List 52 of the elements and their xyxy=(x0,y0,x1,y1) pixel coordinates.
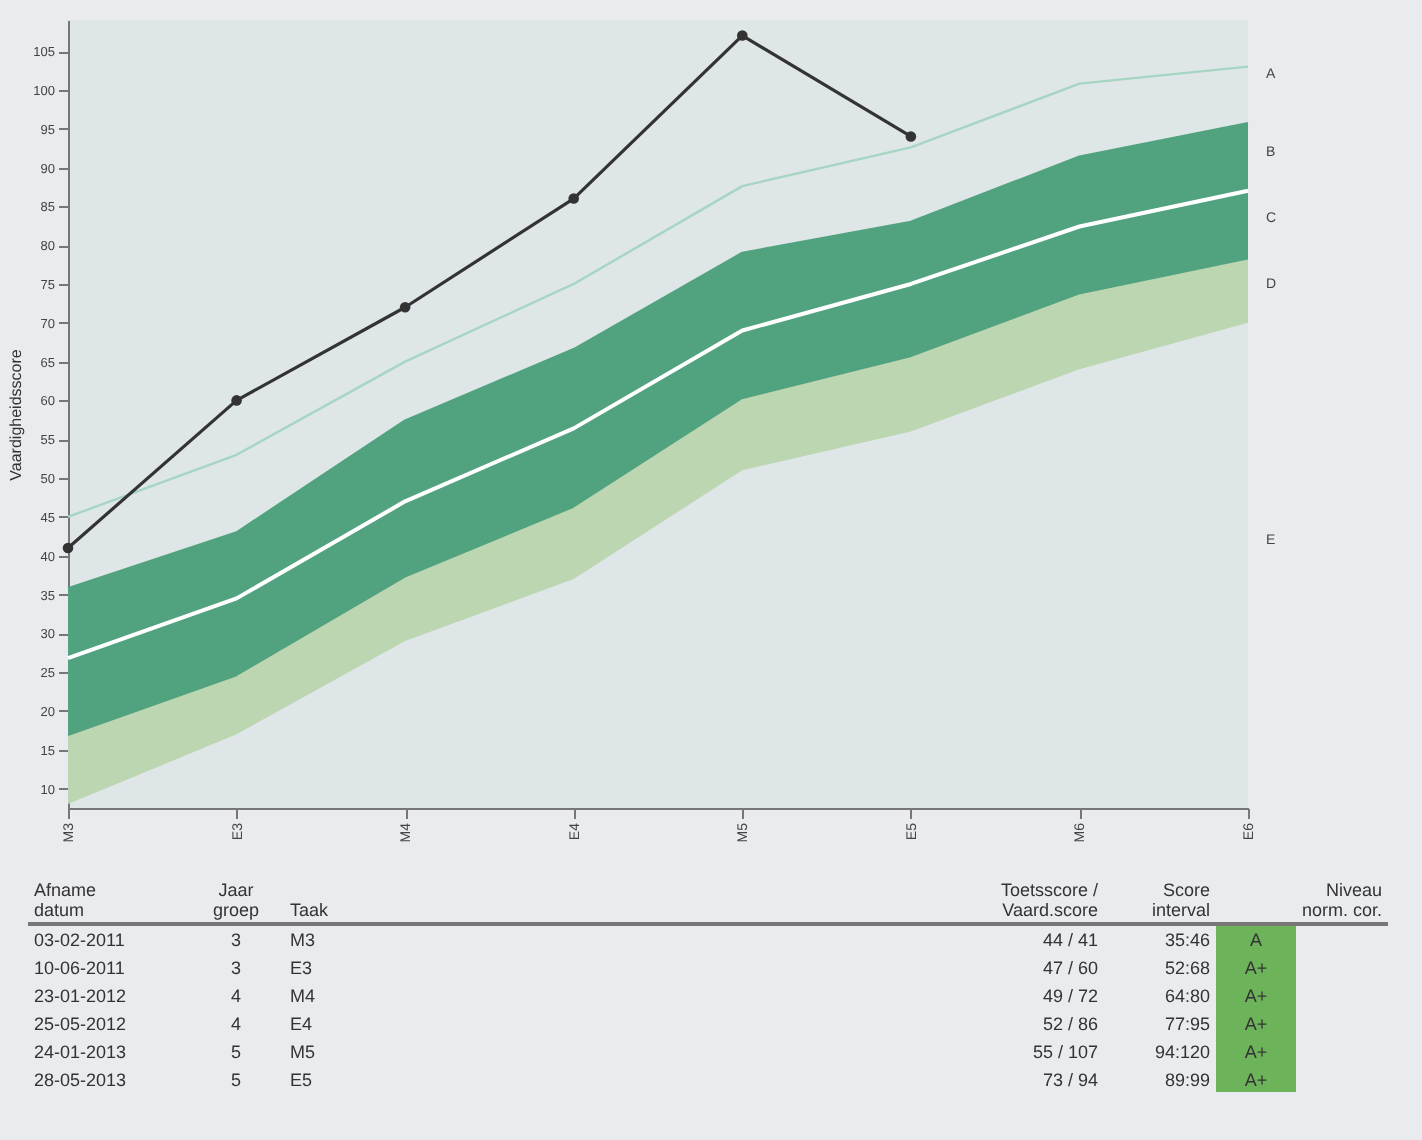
text: 5 xyxy=(228,1068,243,1092)
text: M5 xyxy=(288,1040,318,1064)
text: E4 xyxy=(288,1012,315,1036)
text: 44 / 41 xyxy=(1040,928,1100,952)
line-series xyxy=(66,188,1250,661)
text: 28-05-2013 xyxy=(32,1068,129,1092)
text: 52 / 86 xyxy=(1040,1012,1100,1036)
text: 55 / 107 xyxy=(1030,1040,1100,1064)
text: A+ xyxy=(1216,1036,1296,1064)
text: 03-02-2011 xyxy=(32,928,127,952)
text: A+ xyxy=(1216,1064,1296,1092)
text: 94:120 xyxy=(1152,1040,1212,1064)
text: 10-06-2011 xyxy=(32,956,127,980)
text: 47 / 60 xyxy=(1040,956,1100,980)
point xyxy=(568,193,580,204)
text: 73 / 94 xyxy=(1040,1068,1100,1092)
text: 35:46 xyxy=(1162,928,1212,952)
text: 64:80 xyxy=(1162,984,1212,1008)
text: Toetsscore / Vaard.score xyxy=(924,878,1104,924)
text: 52:68 xyxy=(1162,956,1212,980)
text: M3 xyxy=(288,928,318,952)
text: A+ xyxy=(1216,980,1296,1008)
text: Jaar groep xyxy=(188,878,284,924)
text: 5 xyxy=(228,1040,243,1064)
text: Taak xyxy=(284,878,924,924)
point xyxy=(231,395,242,406)
text: 4 xyxy=(228,1012,243,1036)
text: Niveau xyxy=(1325,880,1382,900)
text: 89:99 xyxy=(1162,1068,1212,1092)
text: norm. cor. xyxy=(1301,900,1382,920)
point xyxy=(736,30,748,41)
text: A xyxy=(1216,924,1296,952)
text: 49 / 72 xyxy=(1040,984,1100,1008)
y-axis-title: Vaardigheidsscore xyxy=(7,348,26,481)
text: 23-01-2012 xyxy=(32,984,129,1008)
point xyxy=(905,131,917,142)
point xyxy=(62,542,74,554)
text: 24-01-2013 xyxy=(32,1040,129,1064)
text: E3 xyxy=(288,956,315,980)
text: 77:95 xyxy=(1162,1012,1212,1036)
text: 3 xyxy=(228,956,243,980)
text: Afname datum xyxy=(28,878,188,924)
point xyxy=(399,301,411,313)
text: Score interval xyxy=(1104,878,1216,924)
text: E5 xyxy=(288,1068,315,1092)
line-series xyxy=(66,65,1250,519)
text: 3 xyxy=(228,928,243,952)
text: A+ xyxy=(1216,1008,1296,1036)
text: 4 xyxy=(228,984,243,1008)
text: M4 xyxy=(288,984,318,1008)
text: 25-05-2012 xyxy=(32,1012,129,1036)
text: A+ xyxy=(1216,952,1296,980)
